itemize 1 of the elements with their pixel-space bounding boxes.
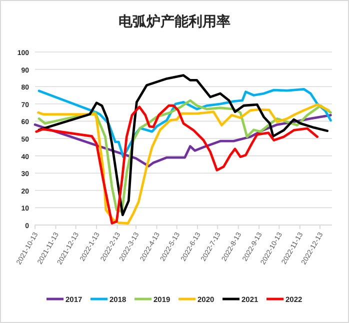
chart-title: 电弧炉产能利用率 [118, 13, 230, 30]
